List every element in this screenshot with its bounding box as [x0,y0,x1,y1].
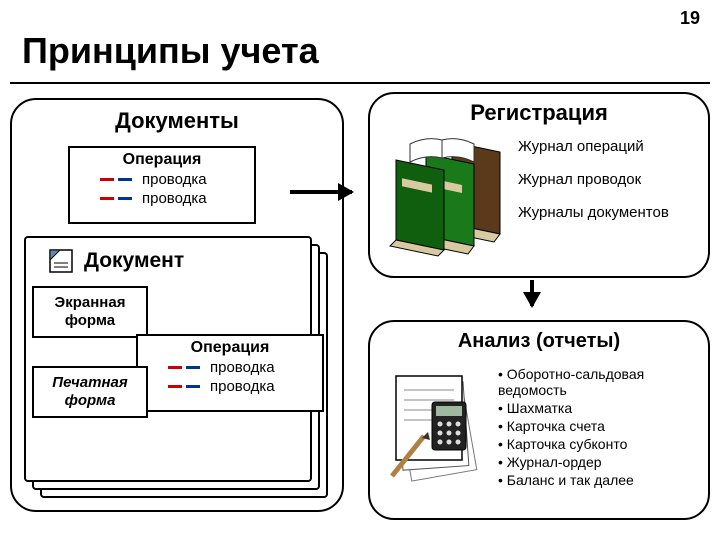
entry-line-1a: проводка [100,171,254,188]
analysis-item-6: Баланс и так далее [498,472,708,488]
entry-text: проводка [142,171,207,188]
print-form-box: Печатная форма [32,366,148,418]
page-title: Принципы учета [22,30,319,72]
dash-blue-icon [186,366,200,369]
documents-title: Документы [12,108,342,134]
document-label-row: Документ [48,248,184,274]
entry-line-2b: проводка [168,378,322,395]
page-number: 19 [680,8,700,29]
dash-blue-icon [118,197,132,200]
analysis-title: Анализ (отчеты) [370,330,708,353]
registration-title: Регистрация [370,100,708,126]
report-icon [382,366,492,491]
entry-text: проводка [210,378,275,395]
reg-line-1: Журнал операций [518,138,669,155]
operation-box-2: Операция проводка проводка [136,334,324,412]
document-label: Документ [84,249,184,273]
books-icon [382,138,508,263]
arrow-docs-to-reg [290,190,352,194]
analysis-item-2: Шахматка [498,400,708,416]
entry-line-2a: проводка [168,359,322,376]
operation-box-1: Операция проводка проводка [68,146,256,224]
dash-red-icon [168,385,182,388]
reg-line-3: Журналы документов [518,204,669,221]
analysis-item-1: Оборотно-сальдовая ведомость [498,366,708,398]
analysis-panel: Анализ (отчеты) Об [368,320,710,520]
operation-label-1: Операция [70,148,254,169]
operation-label-2: Операция [138,336,322,357]
analysis-item-3: Карточка счета [498,418,708,434]
analysis-item-5: Журнал-ордер [498,454,708,470]
title-divider [10,82,710,84]
reg-line-2: Журнал проводок [518,171,669,188]
dash-red-icon [100,197,114,200]
analysis-list: Оборотно-сальдовая ведомость Шахматка Ка… [498,366,708,491]
registration-panel: Регистрация Журнал операций Жу [368,92,710,278]
analysis-item-4: Карточка субконто [498,436,708,452]
dash-red-icon [100,178,114,181]
entry-line-1b: проводка [100,190,254,207]
registration-labels: Журнал операций Журнал проводок Журналы … [518,138,669,263]
screen-form-box: Экранная форма [32,286,148,338]
dash-red-icon [168,366,182,369]
arrow-reg-to-analysis [530,280,534,306]
note-icon [48,248,74,274]
entry-text: проводка [142,190,207,207]
dash-blue-icon [186,385,200,388]
documents-panel: Документы Операция проводка проводка Док… [10,98,344,512]
entry-text: проводка [210,359,275,376]
dash-blue-icon [118,178,132,181]
